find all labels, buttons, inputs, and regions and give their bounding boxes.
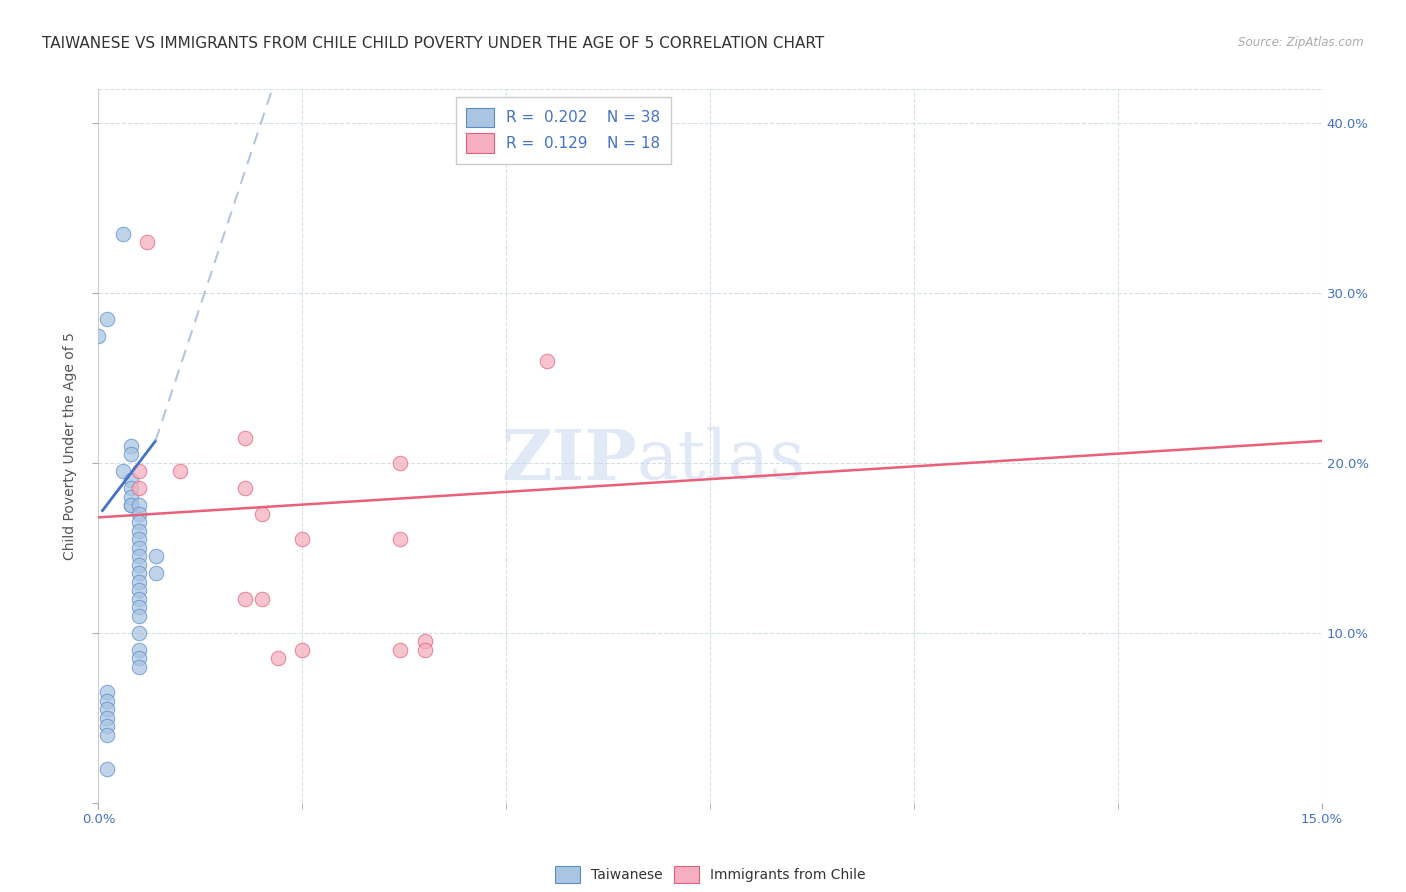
- Point: [96, 762, 118, 776]
- Point: [96, 702, 118, 716]
- Point: [111, 465, 134, 479]
- Point: [389, 456, 412, 470]
- Point: [145, 549, 167, 564]
- Point: [96, 311, 118, 326]
- Point: [120, 439, 142, 453]
- Point: [250, 507, 273, 521]
- Point: [120, 482, 142, 496]
- Point: [128, 507, 150, 521]
- Point: [128, 566, 150, 581]
- Text: ZIP: ZIP: [501, 426, 637, 494]
- Point: [128, 651, 150, 665]
- Point: [120, 448, 142, 462]
- Point: [145, 566, 167, 581]
- Point: [120, 499, 142, 513]
- Point: [128, 499, 150, 513]
- Point: [136, 235, 159, 249]
- Point: [128, 558, 150, 572]
- Point: [233, 430, 256, 444]
- Point: [128, 660, 150, 674]
- Point: [233, 591, 256, 606]
- Point: [128, 583, 150, 598]
- Point: [128, 516, 150, 530]
- Point: [128, 626, 150, 640]
- Point: [128, 643, 150, 657]
- Y-axis label: Child Poverty Under the Age of 5: Child Poverty Under the Age of 5: [63, 332, 77, 560]
- Point: [128, 600, 150, 615]
- Point: [128, 541, 150, 555]
- Point: [120, 490, 142, 504]
- Text: TAIWANESE VS IMMIGRANTS FROM CHILE CHILD POVERTY UNDER THE AGE OF 5 CORRELATION : TAIWANESE VS IMMIGRANTS FROM CHILE CHILD…: [42, 36, 824, 51]
- Point: [128, 524, 150, 538]
- Point: [291, 533, 314, 547]
- Point: [413, 643, 436, 657]
- Legend: Taiwanese, Immigrants from Chile: Taiwanese, Immigrants from Chile: [550, 861, 870, 888]
- Text: atlas: atlas: [637, 427, 806, 493]
- Text: Source: ZipAtlas.com: Source: ZipAtlas.com: [1239, 36, 1364, 49]
- Point: [128, 465, 150, 479]
- Point: [128, 574, 150, 589]
- Point: [536, 354, 558, 368]
- Point: [413, 634, 436, 648]
- Point: [96, 711, 118, 725]
- Point: [250, 591, 273, 606]
- Point: [96, 685, 118, 699]
- Point: [128, 482, 150, 496]
- Point: [389, 643, 412, 657]
- Point: [267, 651, 290, 665]
- Point: [111, 227, 134, 241]
- Point: [96, 728, 118, 742]
- Point: [96, 719, 118, 733]
- Point: [128, 608, 150, 623]
- Point: [233, 482, 256, 496]
- Point: [291, 643, 314, 657]
- Point: [169, 465, 191, 479]
- Point: [389, 533, 412, 547]
- Point: [87, 328, 110, 343]
- Point: [128, 533, 150, 547]
- Point: [96, 694, 118, 708]
- Point: [128, 549, 150, 564]
- Point: [128, 591, 150, 606]
- Point: [120, 473, 142, 487]
- Point: [120, 499, 142, 513]
